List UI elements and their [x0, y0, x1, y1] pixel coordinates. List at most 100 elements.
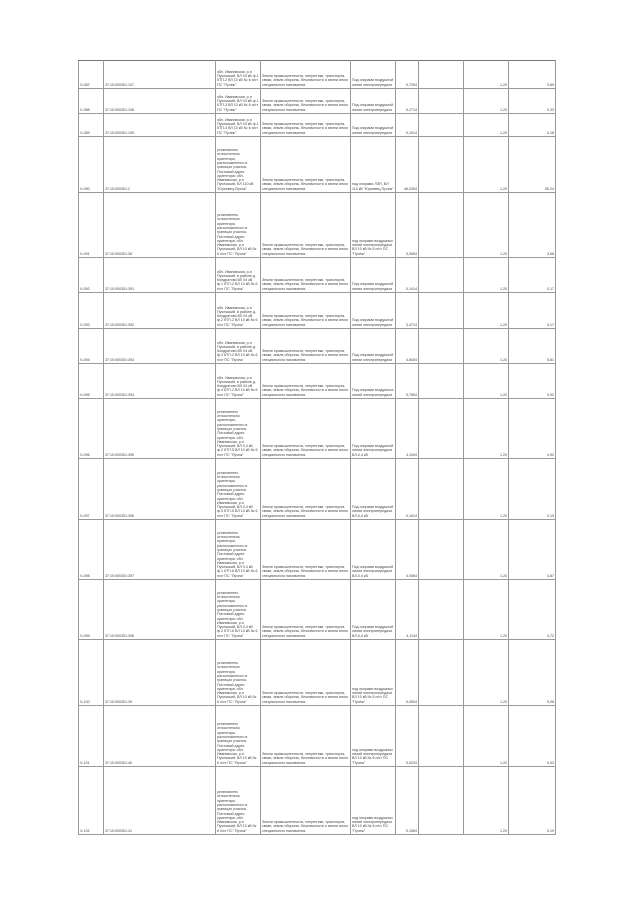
coefficient-value: 1,20: [463, 579, 509, 640]
coefficient-value: 1,20: [463, 192, 509, 258]
permitted-use: под опорами воздушных линий электроперед…: [350, 766, 396, 835]
location-description: установлено относительно ориентира, расп…: [215, 519, 261, 580]
permitted-use: Под опорами воздушной линии электроперед…: [350, 257, 396, 293]
result-value: 4,87: [508, 519, 556, 580]
row-number: Ч-089: [78, 113, 104, 137]
permitted-use: Под опорами воздушной линии электроперед…: [350, 458, 396, 520]
area-value: 3,4714: [395, 292, 419, 329]
value-col-1: [418, 88, 464, 114]
land-category: Земли промышленности, энергетики, трансп…: [260, 519, 351, 580]
coefficient-value: 1,20: [463, 257, 509, 293]
result-value: 0,92: [508, 363, 556, 399]
result-value: 0,06: [508, 639, 556, 706]
value-col-1: [418, 257, 464, 293]
coefficient-value: 1,20: [463, 766, 509, 835]
row-number: Ч-094: [78, 328, 104, 364]
result-value: 4,72: [508, 579, 556, 640]
table-row: Ч-102 37:10:000301:41 установлено относите…: [78, 766, 556, 835]
location-description: установлено относительно ориентира, расп…: [215, 766, 261, 835]
result-value: 4,92: [508, 398, 556, 459]
location-description: установлено относительно ориентира, расп…: [215, 639, 261, 706]
location-description: установлено относительно ориентира, расп…: [215, 398, 261, 459]
row-number: Ч-093: [78, 292, 104, 329]
cadastral-number: 37:10:000301:40: [103, 705, 216, 767]
result-value: 0,33: [508, 88, 556, 114]
cadastral-number: 37:10:000301:392: [103, 292, 216, 329]
cadastral-number: 37:10:000301:398: [103, 579, 216, 640]
area-value: 4,1144: [395, 579, 419, 640]
table-row: Ч-097 37:10:000301:396 установлено относит…: [78, 458, 556, 520]
table-row: Ч-090 37:10:000301:2 установлено относител…: [78, 136, 556, 193]
location-description: обл. Ивановская, р-н Пучежский, ВЛ 04 кВ…: [215, 60, 261, 89]
permitted-use: под опорами воздушных линий электроперед…: [350, 192, 396, 258]
area-value: 0,1614: [395, 458, 419, 520]
coefficient-value: 1,20: [463, 60, 509, 89]
land-category: Земли промышленности, энергетики, трансп…: [260, 705, 351, 767]
value-col-1: [418, 519, 464, 580]
permitted-use: Под опорами воздушной линии электроперед…: [350, 398, 396, 459]
permitted-use: Под опорами воздушной линии электроперед…: [350, 88, 396, 114]
coefficient-value: 1,20: [463, 328, 509, 364]
row-number: Ч-101: [78, 705, 104, 767]
location-description: установлено относительно ориентира, расп…: [215, 579, 261, 640]
location-description: обл. Ивановская, р-н Пучежский, ВЛ 04 кВ…: [215, 113, 261, 137]
value-col-1: [418, 136, 464, 193]
location-description: установлено относительно ориентира, расп…: [215, 192, 261, 258]
table-row: Ч-093 37:10:000301:392 обл. Ивановская, р-…: [78, 292, 556, 329]
cadastral-number: 37:10:000301:107: [103, 60, 216, 89]
permitted-use: Под опорами воздушной линии электроперед…: [350, 60, 396, 89]
area-value: 0,7654: [395, 363, 419, 399]
coefficient-value: 1,20: [463, 398, 509, 459]
table-row: Ч-099 37:10:000301:398 установлено относит…: [78, 579, 556, 640]
result-value: 0,18: [508, 113, 556, 137]
table-row: Ч-087 37:10:000301:107 обл. Ивановская, р-…: [78, 60, 556, 89]
row-number: Ч-099: [78, 579, 104, 640]
location-description: установлено относительно ориентира, расп…: [215, 136, 261, 193]
area-value: 46,0304: [395, 136, 419, 193]
table-row: Ч-095 37:10:000301:394 обл. Ивановская, р-…: [78, 363, 556, 399]
land-category: Земли промышленности, энергетики, трансп…: [260, 60, 351, 89]
area-value: 0,1414: [395, 257, 419, 293]
area-value: 0,1514: [395, 113, 419, 137]
land-category: Земли промышленности, энергетики, трансп…: [260, 136, 351, 193]
location-description: обл. Ивановская, р-н Пучежский, в районе…: [215, 292, 261, 329]
row-number: Ч-091: [78, 192, 104, 258]
row-number: Ч-087: [78, 60, 104, 89]
value-col-1: [418, 60, 464, 89]
area-value: 3,0654: [395, 192, 419, 258]
area-value: 0,0504: [395, 639, 419, 706]
location-description: установлено относительно ориентира, расп…: [215, 705, 261, 767]
land-category: Земли промышленности, энергетики, трансп…: [260, 192, 351, 258]
land-category: Земли промышленности, энергетики, трансп…: [260, 292, 351, 329]
value-col-1: [418, 458, 464, 520]
cadastral-number: 37:10:000301:391: [103, 257, 216, 293]
cadastral-number: 37:10:000301:109: [103, 113, 216, 137]
location-description: установлено относительно ориентира, расп…: [215, 458, 261, 520]
land-category: Земли промышленности, энергетики, трансп…: [260, 458, 351, 520]
row-number: Ч-098: [78, 519, 104, 580]
cadastral-number: 37:10:000301:394: [103, 363, 216, 399]
location-description: обл. Ивановская, р-н Пучежский, в районе…: [215, 257, 261, 293]
land-category: Земли промышленности, энергетики, трансп…: [260, 113, 351, 137]
permitted-use: под опорами ЛЭП, ВЛ 110 кВ "Юрьевец-Пуче…: [350, 136, 396, 193]
permitted-use: Под опорами воздушных линий электроперед…: [350, 363, 396, 399]
row-number: Ч-090: [78, 136, 104, 193]
land-category: Земли промышленности, энергетики, трансп…: [260, 328, 351, 364]
result-value: 0,03: [508, 705, 556, 767]
coefficient-value: 1,20: [463, 113, 509, 137]
coefficient-value: 1,20: [463, 363, 509, 399]
coefficient-value: 1,20: [463, 292, 509, 329]
value-col-1: [418, 766, 464, 835]
table-row: Ч-091 37:10:000301:38 установлено относите…: [78, 192, 556, 258]
row-number: Ч-092: [78, 257, 104, 293]
row-number: Ч-088: [78, 88, 104, 114]
location-description: обл. Ивановская, р-н Пучежский, в районе…: [215, 363, 261, 399]
permitted-use: Под опорами воздушной линии электроперед…: [350, 328, 396, 364]
coefficient-value: 1,20: [463, 136, 509, 193]
cadastral-number: 37:10:000301:2: [103, 136, 216, 193]
coefficient-value: 1,20: [463, 519, 509, 580]
location-description: обл. Ивановская, р-н Пучежский, ВЛ 04 кВ…: [215, 88, 261, 114]
row-number: Ч-096: [78, 398, 104, 459]
row-number: Ч-100: [78, 639, 104, 706]
result-value: 0,85: [508, 60, 556, 89]
